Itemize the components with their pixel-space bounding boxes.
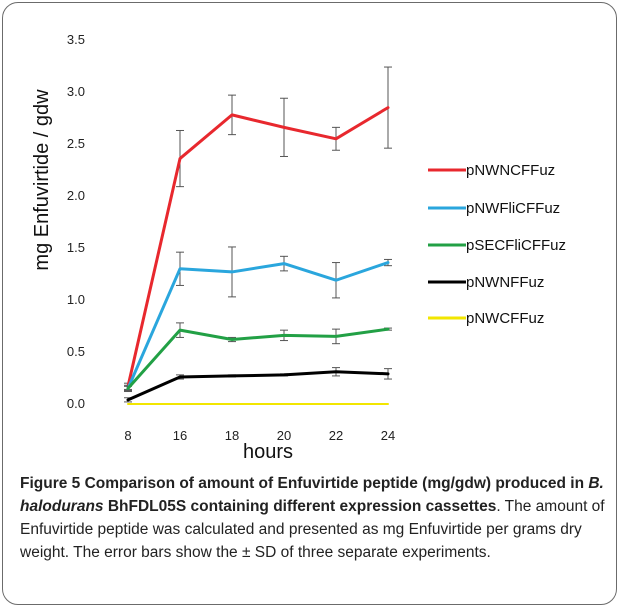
caption-title-2: BhFDL05S containing different expression… [103,498,497,515]
x-axis: 8 16 18 20 22 24 [124,428,395,443]
series-line [126,261,390,390]
legend-label: pNWNCFFuz [466,162,555,179]
figure-frame [2,2,617,605]
x-tick-label: 16 [173,428,187,443]
legend: pNWNCFFuz pNWFliCFFuz pSECFliCFFuz pNWNFFuz… [428,162,566,327]
series-line [126,327,390,390]
series-layer [124,66,392,405]
x-tick-label: 8 [124,428,131,443]
series-pNWFliCFFuz [124,246,392,393]
legend-label: pNWFliCFFuz [466,200,560,217]
legend-label: pNWNFFuz [466,274,544,291]
figure-label: Figure 5 [20,475,81,492]
x-tick-label: 18 [225,428,239,443]
series-pNWNCFFuz [124,66,392,390]
series-pSECFliCFFuz [124,322,392,391]
legend-label: pNWCFFuz [466,310,544,327]
y-tick-label: 1.5 [67,240,85,255]
x-axis-title: hours [243,441,293,463]
caption-title-italic: B. halodurans [20,475,604,515]
figure-caption: Figure 5 Comparison of amount of Enfuvir… [20,472,605,564]
y-tick-label: 2.5 [67,136,85,151]
y-tick-label: 3.0 [67,84,85,99]
series-line [126,106,390,388]
series-line [126,370,390,402]
caption-title-1: Comparison of amount of Enfuvirtide pept… [84,475,589,492]
y-tick-label: 1.0 [67,292,85,307]
legend-label: pSECFliCFFuz [466,237,566,254]
y-tick-label: 0.5 [67,344,85,359]
x-tick-label: 24 [381,428,395,443]
x-tick-label: 20 [277,428,291,443]
y-tick-label: 0.0 [67,396,85,411]
x-tick-label: 22 [329,428,343,443]
line-chart: 0.0 0.5 1.0 1.5 2.0 2.5 3.0 3.5 8 16 18 20 22 24 mg … [31,32,566,463]
y-axis: 0.0 0.5 1.0 1.5 2.0 2.5 3.0 3.5 [67,32,85,411]
series-pNWNFFuz [124,367,392,403]
caption-body: . The amount of Enfuvirtide peptide was … [20,498,605,561]
y-axis-title: mg Enfuvirtide / gdw [31,89,53,271]
y-tick-label: 2.0 [67,188,85,203]
y-tick-label: 3.5 [67,32,85,47]
